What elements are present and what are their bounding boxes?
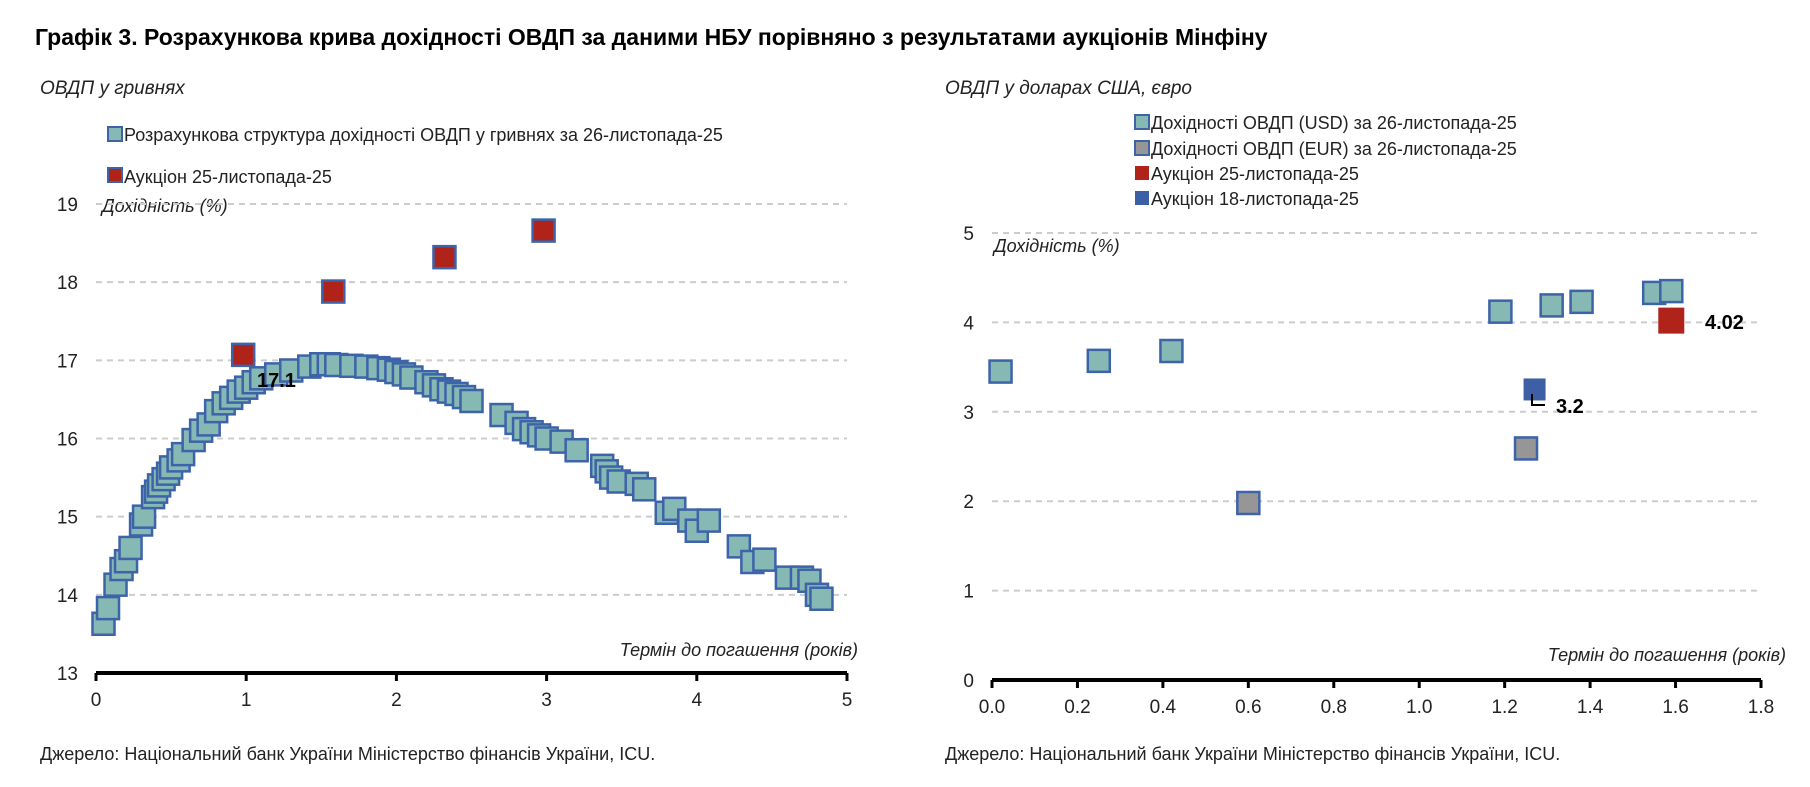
point-curve bbox=[1569, 289, 1594, 315]
legend-swatch-auction bbox=[107, 167, 123, 183]
y-tick-label: 16 bbox=[57, 430, 78, 451]
point-curve bbox=[459, 388, 484, 414]
point-curve bbox=[1539, 293, 1564, 318]
point-auction25 bbox=[432, 244, 457, 270]
point-curve bbox=[1159, 338, 1184, 364]
point-eur bbox=[1236, 490, 1261, 516]
point-auction25 bbox=[1658, 307, 1685, 334]
legend-label: Аукціон 18-листопада-25 bbox=[1151, 189, 1359, 209]
left-subtitle: ОВДП у гривнях bbox=[40, 78, 186, 99]
point-curve bbox=[564, 437, 589, 463]
y-tick-label: 17 bbox=[57, 351, 78, 372]
point-auction25 bbox=[230, 342, 256, 368]
right-x-axis-label: Термін до погашення (років) bbox=[1548, 645, 1786, 665]
x-tick-label: 1 bbox=[241, 690, 252, 711]
legend-swatch-usd bbox=[1134, 114, 1150, 130]
x-tick-label: 4 bbox=[692, 690, 703, 711]
legend-label: Розрахункова структура дохідності ОВДП у… bbox=[124, 125, 723, 145]
x-tick-label: 1.8 bbox=[1748, 697, 1774, 718]
left-legend: Розрахункова структура дохідності ОВДП у… bbox=[107, 125, 723, 187]
legend-swatch-auction18 bbox=[1135, 191, 1149, 205]
y-tick-label: 19 bbox=[57, 195, 78, 216]
y-tick-label: 2 bbox=[963, 492, 974, 513]
x-tick-label: 2 bbox=[391, 690, 402, 711]
y-tick-label: 1 bbox=[963, 582, 974, 603]
point-curve bbox=[809, 586, 834, 611]
point-curve bbox=[696, 508, 722, 533]
x-tick-label: 0 bbox=[91, 690, 102, 711]
right-y-axis-label: Дохідність (%) bbox=[992, 236, 1120, 256]
point-curve bbox=[1086, 348, 1112, 374]
left-x-axis-label: Термін до погашення (років) bbox=[620, 640, 858, 660]
x-tick-label: 5 bbox=[842, 690, 853, 711]
data-label-4-02: 4.02 bbox=[1705, 312, 1744, 334]
point-auction25 bbox=[321, 279, 346, 304]
y-tick-label: 3 bbox=[963, 403, 974, 424]
point-curve bbox=[95, 595, 121, 621]
point-curve bbox=[631, 477, 657, 502]
legend-label: Дохідності ОВДП (USD) за 26-листопада-25 bbox=[1151, 113, 1517, 133]
leader-line bbox=[1531, 394, 1545, 406]
y-tick-label: 18 bbox=[57, 273, 78, 294]
x-tick-label: 1.0 bbox=[1406, 697, 1432, 718]
right-subtitle: ОВДП у доларах США, євро bbox=[945, 78, 1192, 99]
legend-swatch-curve bbox=[107, 126, 123, 142]
x-tick-label: 0.6 bbox=[1235, 697, 1261, 718]
x-tick-label: 0.0 bbox=[979, 697, 1005, 718]
legend-label: Аукціон 25-листопада-25 bbox=[124, 167, 332, 187]
point-eur bbox=[1513, 436, 1539, 461]
right-legend: Дохідності ОВДП (USD) за 26-листопада-25… bbox=[1134, 113, 1517, 209]
point-auction25 bbox=[531, 218, 556, 243]
data-label-3-2: 3.2 bbox=[1556, 396, 1584, 418]
x-tick-label: 0.4 bbox=[1150, 697, 1177, 718]
legend-swatch-eur bbox=[1134, 140, 1150, 156]
figure-title: Графік 3. Розрахункова крива дохідності … bbox=[35, 24, 1268, 50]
point-curve bbox=[1488, 299, 1513, 324]
x-tick-label: 1.6 bbox=[1662, 697, 1688, 718]
legend-label: Аукціон 25-листопада-25 bbox=[1151, 164, 1359, 184]
y-tick-label: 15 bbox=[57, 508, 78, 529]
x-tick-label: 0.2 bbox=[1064, 697, 1090, 718]
x-tick-label: 3 bbox=[541, 690, 552, 711]
point-auction18 bbox=[1523, 378, 1546, 401]
point-curve bbox=[118, 535, 143, 561]
left-y-axis-label: Дохідність (%) bbox=[100, 196, 228, 216]
point-curve bbox=[1659, 278, 1684, 304]
y-tick-label: 5 bbox=[963, 224, 974, 245]
y-tick-label: 13 bbox=[57, 664, 78, 685]
data-label-17-1: 17.1 bbox=[257, 370, 296, 392]
x-tick-label: 1.2 bbox=[1491, 697, 1517, 718]
legend-swatch-auction25 bbox=[1135, 166, 1149, 180]
y-tick-label: 14 bbox=[57, 586, 79, 607]
point-curve bbox=[752, 547, 777, 572]
point-curve bbox=[988, 359, 1013, 384]
legend-label: Дохідності ОВДП (EUR) за 26-листопада-25 bbox=[1151, 139, 1517, 159]
source-note-right: Джерело: Національний банк України Мініс… bbox=[945, 744, 1560, 764]
x-tick-label: 0.8 bbox=[1321, 697, 1347, 718]
source-note-left: Джерело: Національний банк України Мініс… bbox=[40, 744, 655, 764]
x-tick-label: 1.4 bbox=[1577, 697, 1604, 718]
y-tick-label: 4 bbox=[963, 313, 974, 334]
y-tick-label: 0 bbox=[963, 671, 974, 692]
